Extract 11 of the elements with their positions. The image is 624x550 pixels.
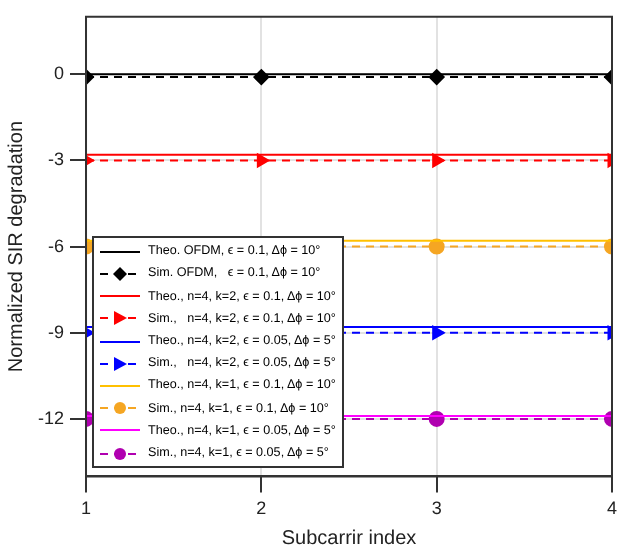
x-tick-label: 2	[256, 498, 267, 519]
x-axis-title: Subcarrir index	[281, 527, 417, 550]
y-tick-label: -12	[37, 407, 65, 428]
x-tick-label: 3	[431, 498, 442, 519]
y-tick-label: -3	[47, 149, 65, 170]
x-tick-label: 1	[81, 498, 92, 519]
y-tick-label: 0	[53, 63, 65, 84]
x-tick-label: 4	[606, 498, 618, 519]
y-axis-title: Normalized SIR degradation	[5, 120, 28, 373]
y-tick-label: -6	[47, 235, 65, 256]
y-tick-label: -9	[47, 321, 65, 342]
